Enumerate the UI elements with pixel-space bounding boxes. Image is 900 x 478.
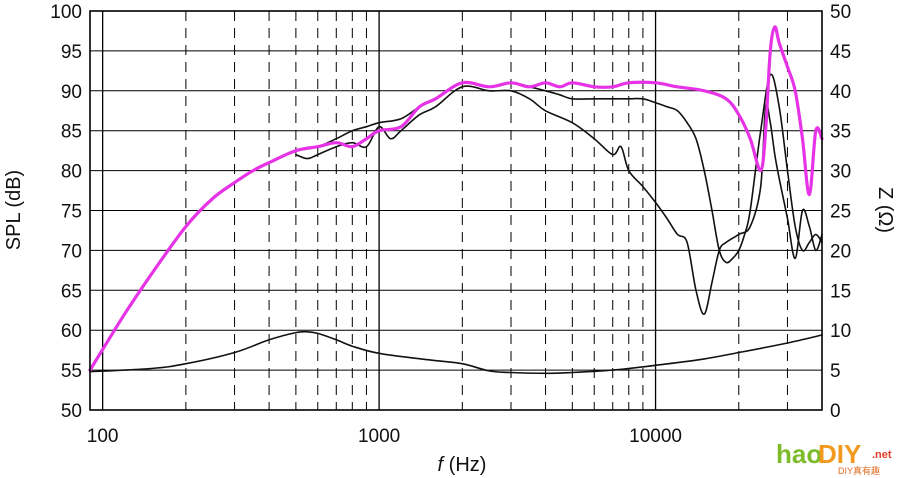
y-tick-label: 75: [61, 202, 82, 223]
x-tick-label: 100: [87, 426, 119, 447]
plot-frame: [89, 10, 823, 411]
y2-tick-label: 10: [830, 321, 851, 342]
tick-labels: 5055606570758085909510005101520253035404…: [50, 2, 851, 447]
spl-curve-magenta: [88, 25, 824, 372]
y2-tick-label: 45: [830, 42, 851, 63]
y-tick-label: 85: [61, 122, 82, 143]
watermark-diy: DIY: [818, 439, 861, 469]
watermark-subtitle: DIY真有趣: [838, 465, 880, 476]
watermark-net: .net: [872, 449, 892, 461]
y2-tick-label: 40: [830, 82, 851, 103]
x-tick-label: 1000: [358, 426, 400, 447]
y-tick-label: 55: [61, 361, 82, 382]
x-axis-label-rest: (Hz): [443, 454, 486, 476]
y2-tick-label: 50: [830, 2, 851, 23]
y2-tick-label: 15: [830, 281, 851, 302]
y2-tick-label: 30: [830, 162, 851, 183]
y-tick-label: 90: [61, 82, 82, 103]
y-axis-label: SPL (dB): [3, 170, 25, 250]
impedance-curve: [89, 330, 823, 375]
y2-tick-label: 35: [830, 122, 851, 143]
y2-tick-label: 25: [830, 202, 851, 223]
y-tick-label: 70: [61, 241, 82, 262]
watermark-hao: hao: [776, 439, 822, 469]
y2-axis-label: Z (Ω): [874, 187, 896, 233]
x-axis-label-italic: f: [438, 454, 446, 476]
y-tick-label: 65: [61, 281, 82, 302]
y2-tick-label: 20: [830, 241, 851, 262]
spl-curve-black-1: [295, 73, 823, 264]
watermark-logo: hao DIY .net DIY真有趣: [776, 439, 892, 476]
y2-tick-label: 0: [830, 401, 841, 422]
x-tick-label: 10000: [629, 426, 682, 447]
y-tick-label: 95: [61, 42, 82, 63]
y-tick-label: 50: [61, 401, 82, 422]
spl-curve-black-2: [295, 85, 823, 315]
y2-tick-label: 5: [830, 361, 841, 382]
y-tick-label: 80: [61, 162, 82, 183]
x-axis-label: f (Hz): [438, 454, 487, 476]
y-tick-label: 100: [50, 2, 82, 23]
y-tick-label: 60: [61, 321, 82, 342]
curves: [88, 25, 824, 375]
